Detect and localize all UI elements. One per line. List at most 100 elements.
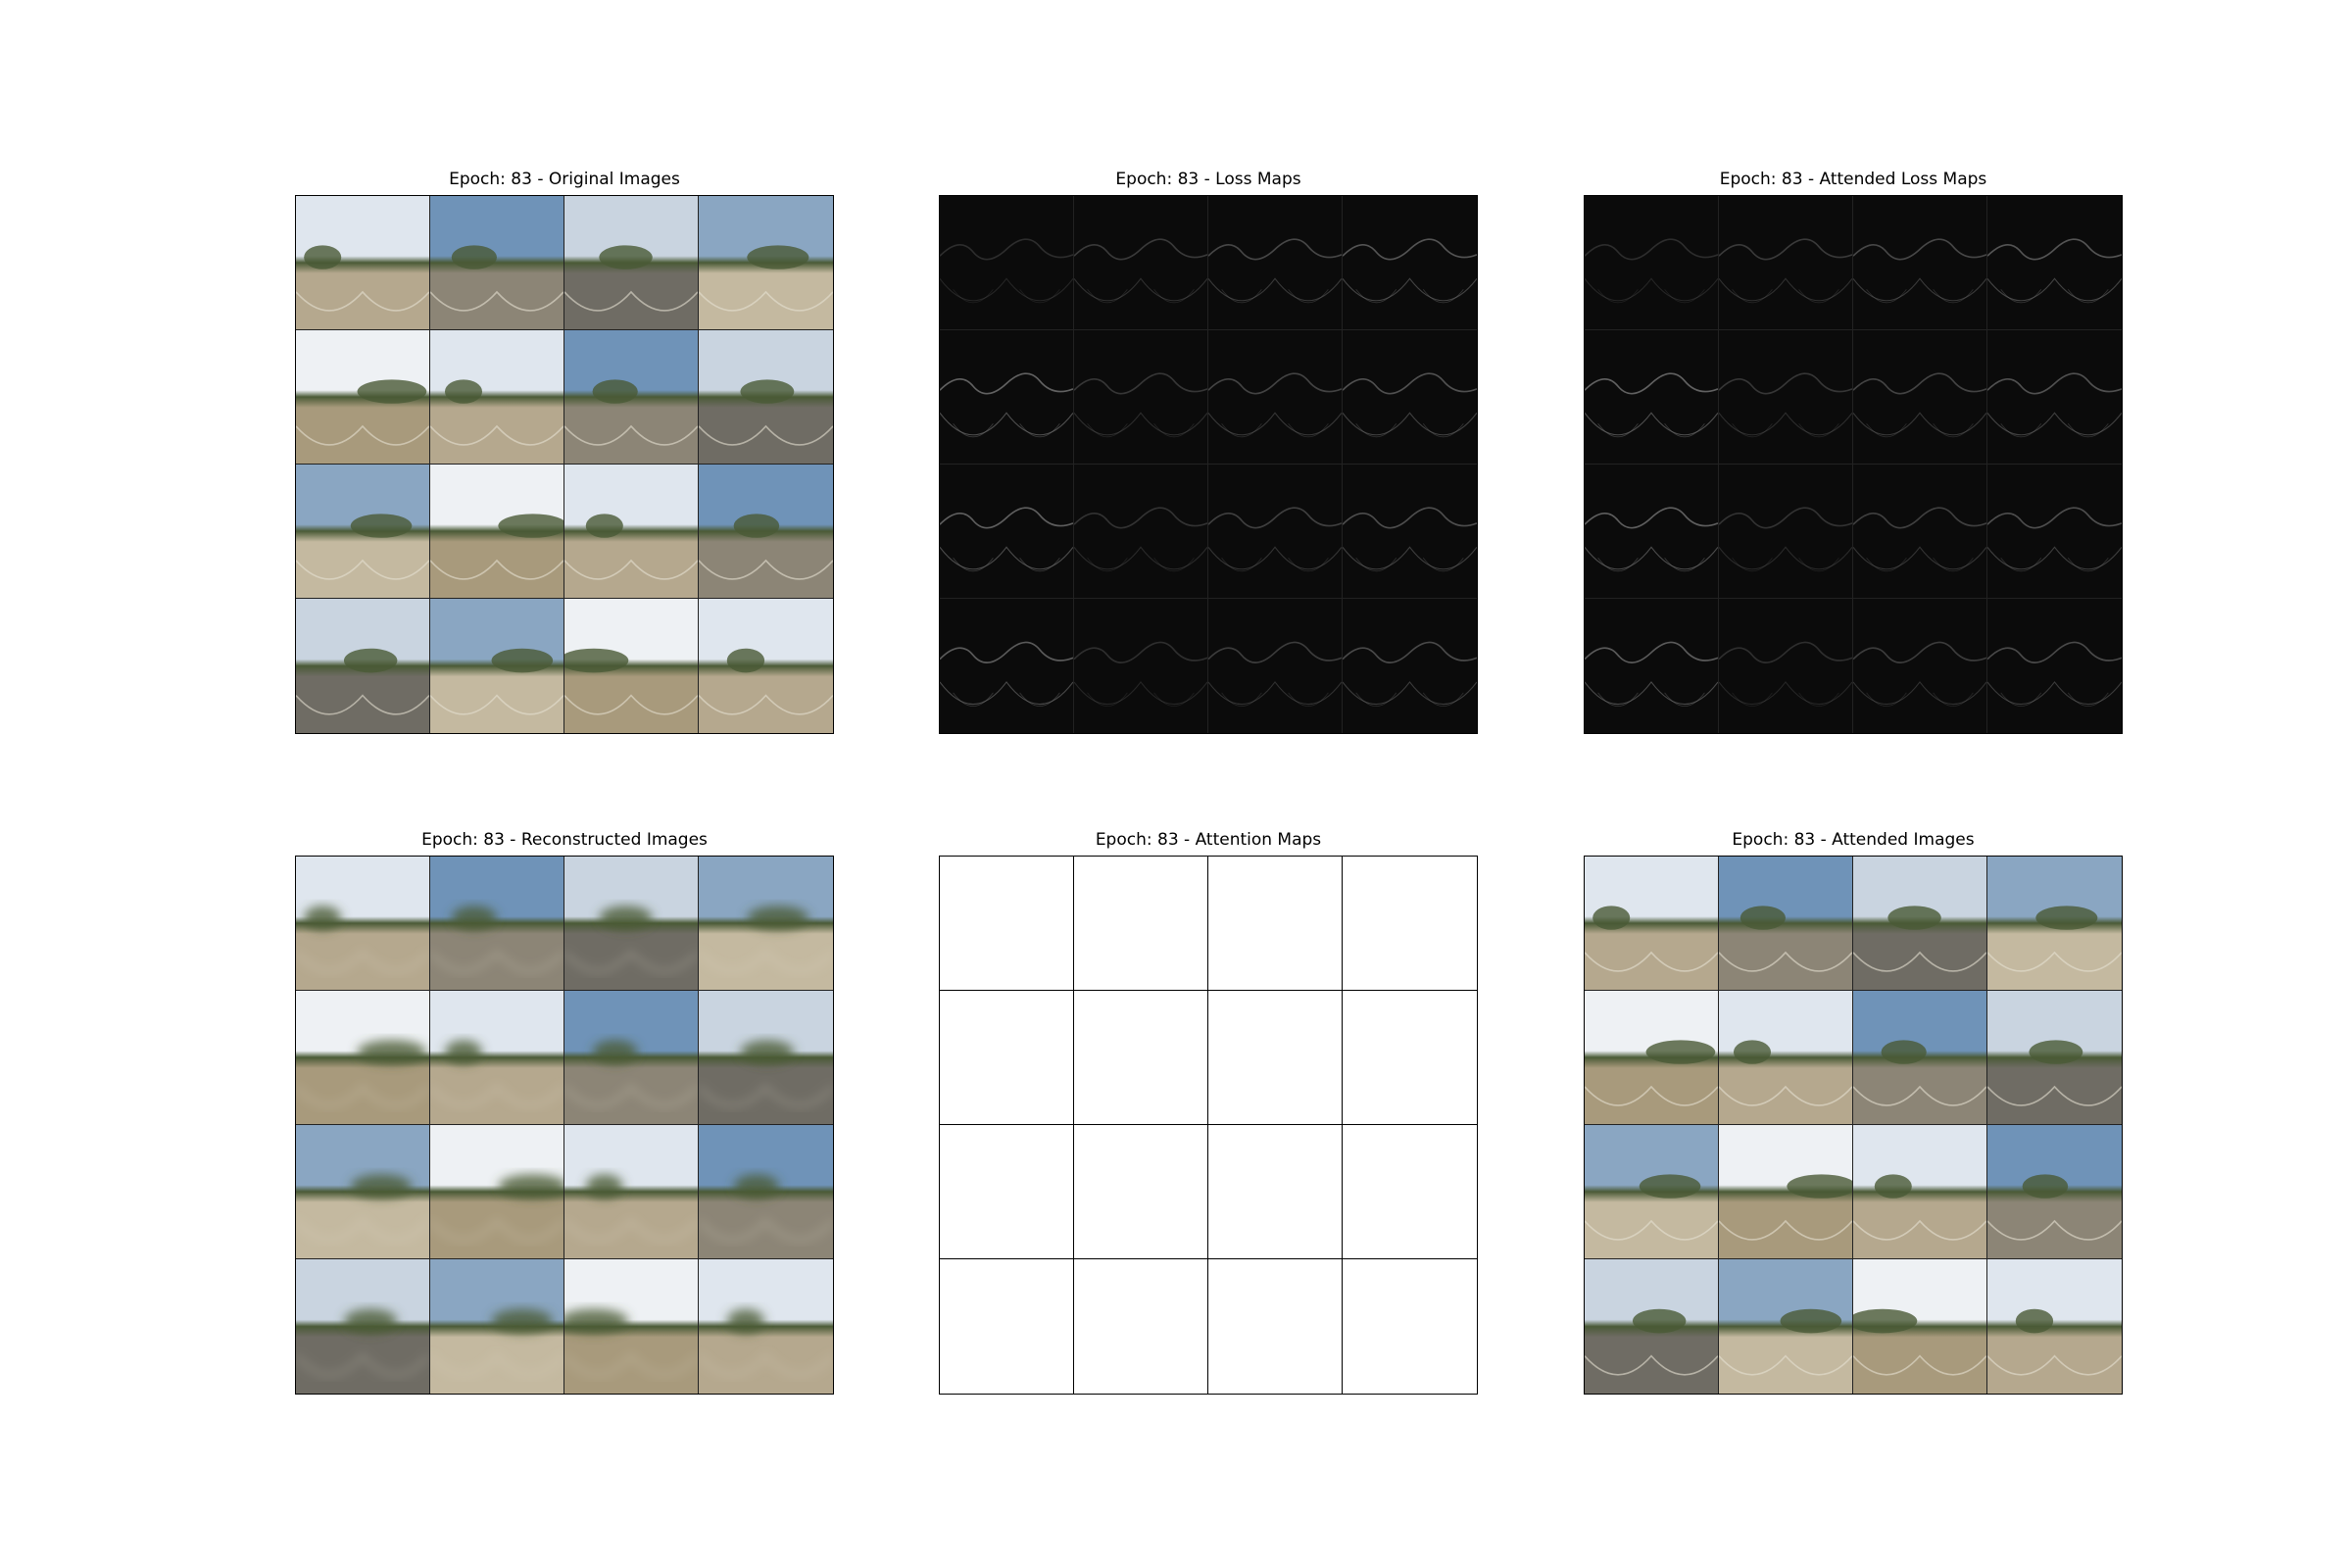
grid-cell (296, 991, 430, 1125)
grid-cell (1585, 991, 1719, 1125)
grid-cell (699, 599, 833, 733)
grid-cell (1208, 1259, 1343, 1394)
grid-cell (564, 330, 699, 465)
image-grid-loss (939, 195, 1478, 734)
grid-cell (1987, 599, 2122, 733)
grid-cell (1719, 857, 1853, 991)
grid-cell (699, 857, 833, 991)
grid-cell (1585, 1259, 1719, 1394)
grid-cell (1719, 599, 1853, 733)
grid-cell (1585, 465, 1719, 599)
grid-cell (940, 196, 1074, 330)
grid-cell (699, 465, 833, 599)
grid-cell (940, 599, 1074, 733)
grid-cell (1719, 991, 1853, 1125)
grid-cell (296, 857, 430, 991)
grid-cell (1987, 196, 2122, 330)
grid-cell (1074, 991, 1208, 1125)
grid-cell (1074, 1125, 1208, 1259)
grid-cell (1343, 599, 1477, 733)
grid-cell (296, 1125, 430, 1259)
grid-cell (1343, 1125, 1477, 1259)
panel-title: Epoch: 83 - Loss Maps (1115, 170, 1301, 189)
grid-cell (1208, 857, 1343, 991)
grid-cell (564, 599, 699, 733)
grid-cell (1585, 857, 1719, 991)
grid-cell (1719, 465, 1853, 599)
grid-cell (940, 991, 1074, 1125)
grid-cell (430, 991, 564, 1125)
grid-cell (1208, 599, 1343, 733)
grid-cell (1208, 991, 1343, 1125)
grid-cell (564, 1259, 699, 1394)
grid-cell (1853, 465, 1987, 599)
grid-cell (1585, 330, 1719, 465)
grid-cell (1719, 196, 1853, 330)
grid-cell (1074, 330, 1208, 465)
grid-cell (296, 1259, 430, 1394)
grid-cell (699, 991, 833, 1125)
grid-cell (1343, 465, 1477, 599)
grid-cell (699, 196, 833, 330)
grid-cell (1853, 1259, 1987, 1394)
grid-cell (564, 465, 699, 599)
grid-cell (564, 857, 699, 991)
grid-cell (296, 465, 430, 599)
grid-cell (1343, 991, 1477, 1125)
grid-cell (940, 330, 1074, 465)
image-grid-original (295, 195, 834, 734)
grid-cell (564, 991, 699, 1125)
grid-cell (1074, 465, 1208, 599)
grid-cell (296, 330, 430, 465)
grid-cell (296, 599, 430, 733)
grid-cell (1208, 465, 1343, 599)
grid-cell (430, 599, 564, 733)
grid-cell (1853, 857, 1987, 991)
grid-cell (564, 196, 699, 330)
image-grid-attention (939, 856, 1478, 1395)
grid-cell (1074, 599, 1208, 733)
grid-cell (940, 465, 1074, 599)
grid-cell (1853, 599, 1987, 733)
grid-cell (1719, 1259, 1853, 1394)
grid-cell (1343, 196, 1477, 330)
grid-cell (699, 1259, 833, 1394)
grid-cell (1074, 857, 1208, 991)
panel-title: Epoch: 83 - Attention Maps (1095, 830, 1322, 850)
grid-cell (940, 857, 1074, 991)
grid-cell (699, 1125, 833, 1259)
grid-cell (1585, 599, 1719, 733)
grid-cell (430, 1125, 564, 1259)
grid-cell (1074, 1259, 1208, 1394)
panel-title: Epoch: 83 - Reconstructed Images (421, 830, 708, 850)
grid-cell (1343, 1259, 1477, 1394)
panel-title: Epoch: 83 - Attended Loss Maps (1719, 170, 1987, 189)
grid-cell (1987, 465, 2122, 599)
grid-cell (1585, 196, 1719, 330)
grid-cell (940, 1259, 1074, 1394)
grid-cell (940, 1125, 1074, 1259)
image-grid-reconstructed (295, 856, 834, 1395)
image-grid-attended (1584, 856, 2123, 1395)
grid-cell (1853, 196, 1987, 330)
grid-cell (1987, 857, 2122, 991)
grid-cell (1208, 196, 1343, 330)
grid-cell (1208, 1125, 1343, 1259)
grid-cell (1853, 1125, 1987, 1259)
grid-cell (430, 330, 564, 465)
grid-cell (1719, 330, 1853, 465)
grid-cell (1585, 1125, 1719, 1259)
grid-cell (1853, 330, 1987, 465)
grid-cell (1343, 857, 1477, 991)
grid-cell (1987, 1125, 2122, 1259)
grid-cell (430, 1259, 564, 1394)
grid-cell (1853, 991, 1987, 1125)
grid-cell (1208, 330, 1343, 465)
grid-cell (1987, 991, 2122, 1125)
grid-cell (1987, 1259, 2122, 1394)
grid-cell (1987, 330, 2122, 465)
grid-cell (1343, 330, 1477, 465)
grid-cell (430, 465, 564, 599)
grid-cell (1719, 1125, 1853, 1259)
grid-cell (564, 1125, 699, 1259)
